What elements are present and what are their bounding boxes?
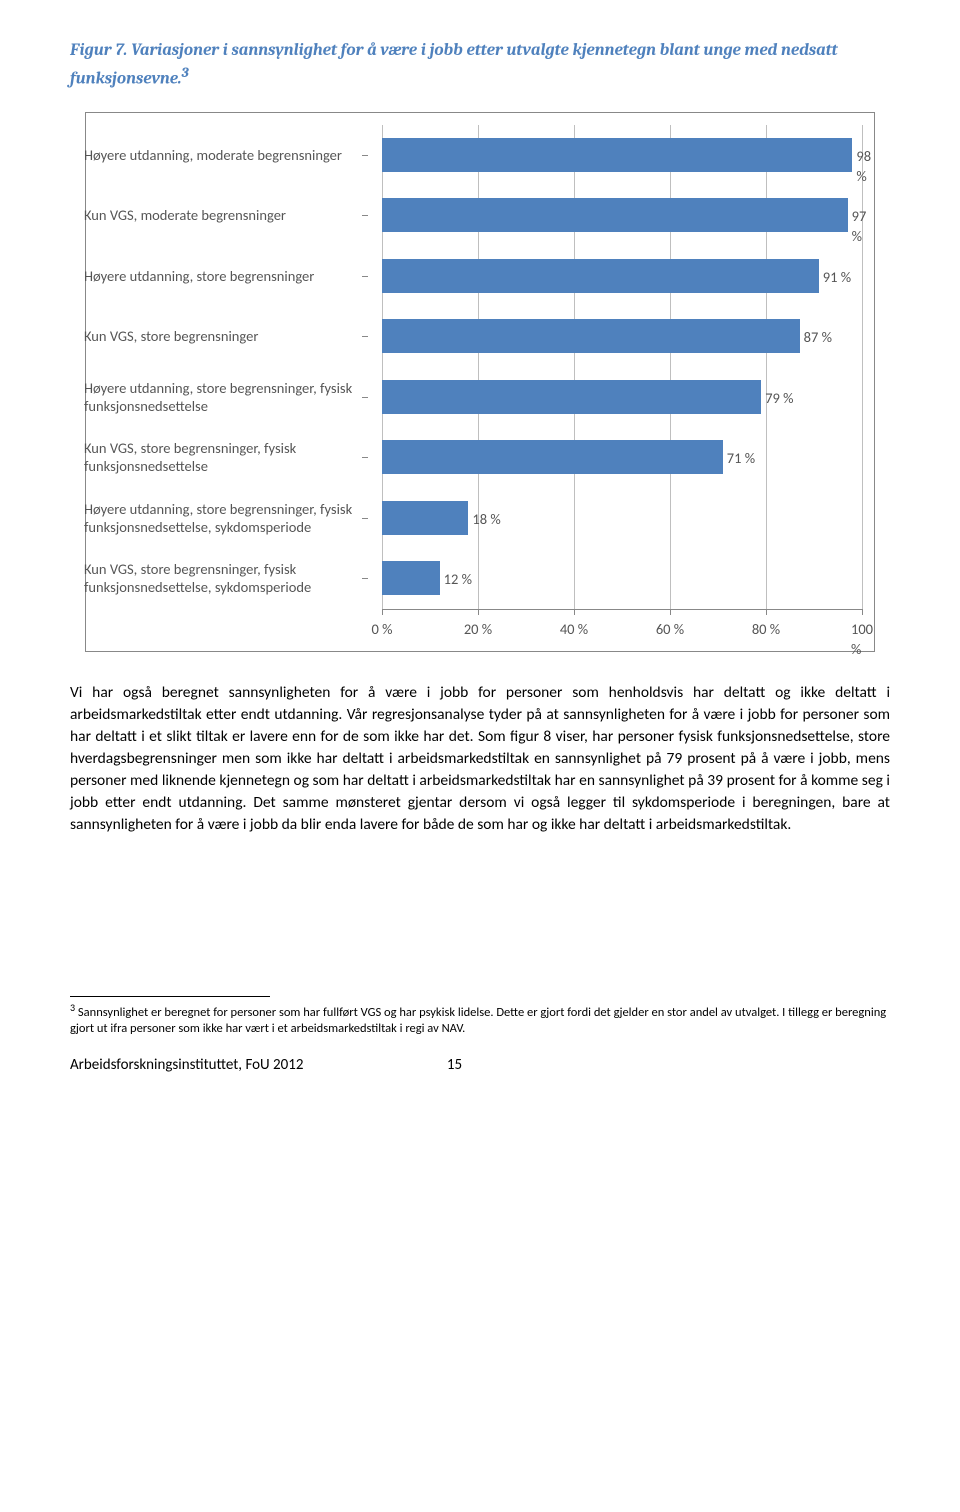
chart-row: Kun VGS, store begrensninger, fysisk fun… <box>382 548 862 609</box>
bar <box>382 501 468 535</box>
y-tick <box>362 155 368 156</box>
y-tick <box>362 457 368 458</box>
footer-left: Arbeidsforskningsinstituttet, FoU 2012 <box>70 1056 303 1074</box>
row-label: Høyere utdanning, store begrensninger <box>84 267 364 285</box>
x-axis-label: 40 % <box>560 619 588 639</box>
y-tick <box>362 518 368 519</box>
x-tick <box>574 609 575 615</box>
chart-row: Høyere utdanning, store begrensninger91 … <box>382 246 862 307</box>
y-tick <box>362 276 368 277</box>
bar-value-label: 97 % <box>852 206 867 247</box>
footer-page-number: 15 <box>447 1055 462 1076</box>
bar-value-label: 91 % <box>823 267 851 287</box>
bar-value-label: 18 % <box>472 509 500 529</box>
y-tick <box>362 397 368 398</box>
x-axis-label: 60 % <box>656 619 684 639</box>
bar <box>382 259 819 293</box>
x-tick <box>478 609 479 615</box>
x-tick <box>382 609 383 615</box>
bar-value-label: 71 % <box>727 448 755 468</box>
bar <box>382 319 800 353</box>
chart-row: Kun VGS, moderate begrensninger97 % <box>382 185 862 246</box>
x-tick <box>766 609 767 615</box>
body-paragraph: Vi har også beregnet sannsynligheten for… <box>70 682 890 836</box>
x-axis-label: 0 % <box>372 619 393 639</box>
row-label: Høyere utdanning, store begrensninger, f… <box>84 379 364 415</box>
chart-row: Kun VGS, store begrensninger87 % <box>382 306 862 367</box>
bar-value-label: 12 % <box>444 569 472 589</box>
x-axis-label: 100 % <box>851 619 873 660</box>
bar-chart: Høyere utdanning, moderate begrensninger… <box>85 112 875 652</box>
row-label: Kun VGS, store begrensninger, fysisk fun… <box>84 439 364 475</box>
page-footer: Arbeidsforskningsinstituttet, FoU 2012 1… <box>70 1055 890 1076</box>
bar <box>382 380 761 414</box>
x-axis-labels: 0 %20 %40 %60 %80 %100 % <box>382 619 862 639</box>
bar-value-label: 87 % <box>804 327 832 347</box>
row-label: Høyere utdanning, store begrensninger, f… <box>84 500 364 536</box>
bar <box>382 440 723 474</box>
x-tick <box>862 609 863 615</box>
y-tick <box>362 215 368 216</box>
row-label: Kun VGS, store begrensninger, fysisk fun… <box>84 560 364 596</box>
row-label: Kun VGS, store begrensninger <box>84 327 364 345</box>
row-label: Kun VGS, moderate begrensninger <box>84 206 364 224</box>
x-axis <box>382 609 862 610</box>
x-tick <box>670 609 671 615</box>
chart-row: Høyere utdanning, store begrensninger, f… <box>382 367 862 428</box>
footnote: 3 Sannsynlighet er beregnet for personer… <box>70 1001 890 1038</box>
chart-row: Kun VGS, store begrensninger, fysisk fun… <box>382 427 862 488</box>
x-axis-label: 20 % <box>464 619 492 639</box>
y-tick <box>362 336 368 337</box>
figure-footnote-marker: 3 <box>182 64 189 81</box>
footnote-separator <box>70 996 270 997</box>
chart-row: Høyere utdanning, store begrensninger, f… <box>382 488 862 549</box>
figure-caption: Figur 7. Variasjoner i sannsynlighet for… <box>70 40 890 92</box>
plot-area: Høyere utdanning, moderate begrensninger… <box>382 125 862 609</box>
bar <box>382 138 852 172</box>
gridline <box>862 125 863 609</box>
x-axis-label: 80 % <box>752 619 780 639</box>
bar <box>382 198 848 232</box>
chart-row: Høyere utdanning, moderate begrensninger… <box>382 125 862 186</box>
bar-value-label: 98 % <box>856 146 871 187</box>
row-label: Høyere utdanning, moderate begrensninger <box>84 146 364 164</box>
bar-value-label: 79 % <box>765 388 793 408</box>
footnote-text: Sannsynlighet er beregnet for personer s… <box>70 1005 886 1036</box>
y-tick <box>362 578 368 579</box>
bar <box>382 561 440 595</box>
